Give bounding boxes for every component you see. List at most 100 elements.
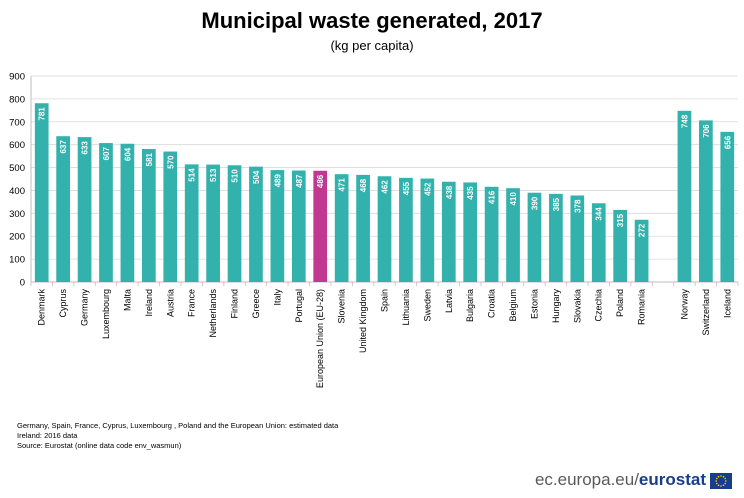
bar (377, 176, 392, 282)
bar-value-label: 468 (359, 178, 368, 192)
bar (77, 137, 92, 282)
bar-value-label: 633 (81, 141, 90, 155)
x-category-label: Greece (251, 289, 261, 319)
x-category-label: Malta (122, 289, 132, 311)
x-category-label: Germany (80, 289, 90, 327)
bar-value-label: 272 (638, 223, 647, 237)
bar-value-label: 510 (231, 169, 240, 183)
bar (163, 151, 178, 282)
x-category-label: Italy (272, 289, 282, 306)
bar-value-label: 471 (338, 178, 347, 192)
y-tick-label: 100 (9, 255, 25, 266)
eurostat-link[interactable]: ec.europa.eu/eurostat (535, 470, 706, 490)
y-tick-label: 800 (9, 94, 25, 105)
y-tick-label: 500 (9, 163, 25, 174)
bar (120, 143, 135, 282)
footer-brand: eurostat (638, 470, 706, 489)
bar-value-label: 781 (38, 107, 47, 121)
x-category-label: Sweden (422, 289, 432, 322)
bar (291, 170, 306, 282)
x-category-label: Poland (615, 289, 625, 317)
bar-value-label: 385 (552, 197, 561, 211)
bar (399, 177, 413, 282)
bar-value-label: 390 (530, 196, 539, 210)
bar-value-label: 438 (445, 185, 454, 199)
x-category-label: United Kingdom (358, 289, 368, 353)
bar (699, 120, 713, 282)
bar-value-label: 581 (145, 152, 154, 166)
bar-value-label: 489 (273, 174, 282, 188)
bar-value-label: 607 (102, 147, 111, 161)
x-category-label: Denmark (37, 289, 47, 326)
x-category-label: Estonia (529, 289, 539, 319)
bar (334, 174, 349, 282)
x-category-label: Slovenia (337, 289, 347, 324)
x-category-label: Norway (679, 289, 689, 320)
x-category-label: Slovakia (572, 289, 582, 323)
bar (99, 143, 113, 282)
note-source: Source: Eurostat (online data code env_w… (17, 441, 182, 450)
bar-value-label: 486 (316, 174, 325, 188)
x-category-label: France (187, 289, 197, 317)
x-category-label: European Union (EU-28) (315, 289, 325, 388)
bar (249, 166, 263, 282)
chart-title: Municipal waste generated, 2017 (201, 8, 543, 33)
bar (313, 170, 328, 282)
x-category-label: Czechia (594, 289, 604, 322)
bar (141, 149, 156, 282)
bar-chart: 0 100 200 300 400 500 600 700 800 900 781 Denmark 63… (9, 72, 739, 388)
x-category-label: Cyprus (58, 289, 68, 318)
y-tick-label: 200 (9, 232, 25, 243)
note-estimated-data: Germany, Spain, France, Cyprus, Luxembou… (17, 421, 339, 430)
x-category-label: Romania (637, 289, 647, 325)
bar-value-label: 513 (209, 168, 218, 182)
bar-value-label: 656 (723, 135, 732, 149)
x-category-label: Latvia (444, 289, 454, 313)
bar (420, 178, 435, 282)
x-category-label: Spain (380, 289, 390, 312)
bar (549, 193, 563, 282)
x-category-label: Switzerland (701, 289, 711, 336)
y-tick-label: 900 (9, 72, 25, 83)
y-tick-label: 400 (9, 186, 25, 197)
y-tick-label: 700 (9, 117, 25, 128)
bar (227, 165, 242, 282)
bar-value-label: 504 (252, 170, 261, 184)
x-category-label: Portugal (294, 289, 304, 323)
x-category-label: Netherlands (208, 289, 218, 338)
bar-value-label: 455 (402, 181, 411, 195)
bar-value-label: 487 (295, 174, 304, 188)
x-category-label: Luxembourg (101, 289, 111, 339)
x-category-label: Croatia (487, 289, 497, 318)
bar-value-label: 344 (595, 207, 604, 221)
bar (34, 103, 49, 282)
bar (356, 174, 370, 282)
footer-bar (0, 463, 744, 498)
bar (184, 164, 199, 282)
bar (527, 192, 542, 282)
bar (677, 110, 692, 283)
x-category-label: Ireland (144, 289, 154, 317)
bar-value-label: 378 (573, 199, 582, 213)
x-category-label: Belgium (508, 289, 518, 322)
bar-value-label: 435 (466, 186, 475, 200)
bar-value-label: 570 (166, 155, 175, 169)
bar (613, 209, 628, 282)
bar-value-label: 315 (616, 213, 625, 227)
x-category-label: Hungary (551, 289, 561, 324)
bar-value-label: 604 (123, 147, 132, 161)
bar-value-label: 748 (680, 114, 689, 128)
bar (570, 195, 585, 282)
chart-subtitle: (kg per capita) (330, 38, 414, 53)
y-tick-label: 0 (20, 278, 25, 289)
bar (206, 164, 220, 282)
note-ireland: Ireland: 2016 data (17, 431, 78, 440)
y-tick-label: 300 (9, 209, 25, 220)
bar (56, 136, 70, 282)
eu-flag-icon (710, 473, 732, 489)
bar (484, 186, 499, 282)
bar (270, 170, 285, 282)
bar-value-label: 637 (59, 140, 68, 154)
bar (634, 219, 649, 282)
bar (506, 188, 520, 282)
